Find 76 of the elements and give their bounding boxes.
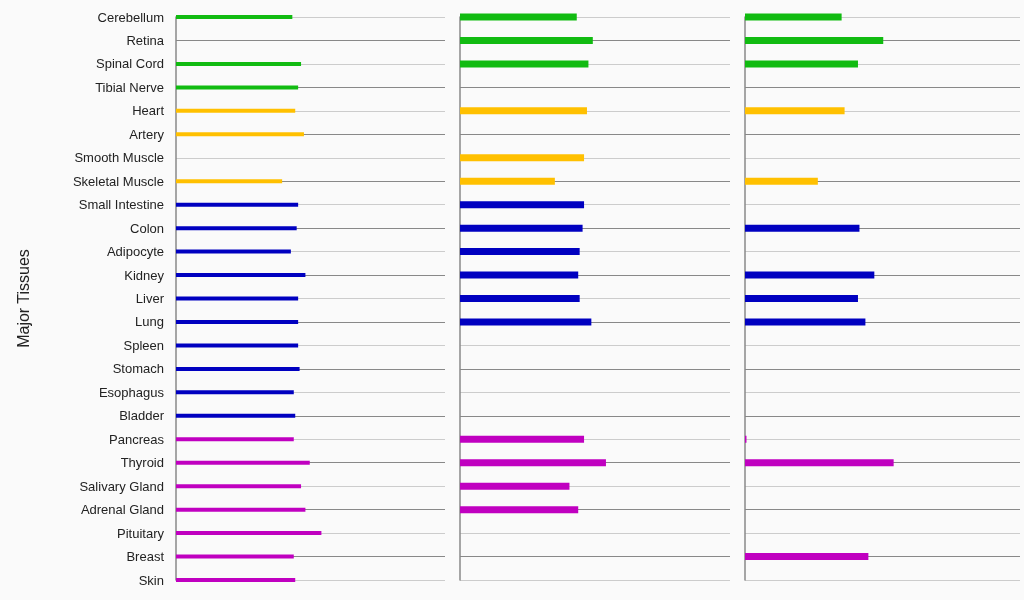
y-tick-label: Liver	[135, 291, 165, 306]
bar	[176, 554, 294, 559]
y-tick-label: Heart	[132, 103, 165, 119]
bar	[460, 154, 585, 162]
bar	[460, 60, 589, 68]
bar	[745, 553, 869, 561]
y-tick-label: Spleen	[123, 337, 164, 353]
bar	[460, 482, 570, 490]
bar	[176, 249, 291, 254]
bar	[460, 201, 585, 209]
y-axis-title: Major Tissues	[14, 249, 32, 348]
bar	[176, 85, 299, 90]
bar	[176, 202, 299, 207]
y-tick-label: Colon	[130, 220, 164, 236]
bar	[176, 343, 299, 348]
bar	[745, 318, 866, 326]
bar	[460, 271, 579, 279]
bar	[460, 318, 592, 326]
y-tick-label: Small Intestine	[78, 197, 164, 213]
bar	[460, 295, 580, 302]
bar	[176, 484, 302, 489]
bar	[745, 224, 860, 232]
bar	[176, 226, 297, 231]
y-tick-label: Adrenal Gland	[80, 502, 164, 518]
bar	[460, 435, 585, 443]
bar	[460, 177, 555, 185]
bar	[176, 437, 294, 442]
bar	[745, 459, 894, 467]
bar	[176, 366, 300, 371]
bar	[460, 224, 583, 232]
y-tick-label: Stomach	[112, 361, 164, 377]
y-tick-label: Smooth Muscle	[74, 150, 164, 166]
y-tick-label: Retina	[126, 32, 165, 48]
y-tick-label: Cerebellum	[97, 9, 164, 25]
y-tick-label: Pancreas	[109, 431, 165, 447]
y-tick-label: Thyroid	[120, 455, 164, 471]
bar	[460, 459, 606, 467]
bar	[745, 107, 845, 115]
bar	[460, 36, 593, 44]
y-tick-label: Tibial Nerve	[95, 79, 164, 95]
bar	[745, 60, 858, 68]
bar	[176, 413, 296, 418]
bar	[745, 271, 875, 279]
bar	[176, 108, 296, 113]
bar	[176, 296, 299, 301]
y-tick-label: Breast	[126, 549, 165, 565]
bar	[176, 531, 322, 536]
bar	[176, 132, 304, 137]
bar	[460, 107, 587, 115]
y-tick-label: Skeletal Muscle	[72, 173, 164, 189]
y-tick-label: Artery	[129, 126, 165, 142]
bar	[176, 273, 306, 278]
bar	[176, 179, 283, 184]
y-tick-label: Pituitary	[117, 525, 165, 541]
bar	[460, 248, 580, 256]
bar	[176, 578, 296, 582]
bar	[745, 13, 842, 21]
bar	[745, 177, 818, 185]
bar	[745, 36, 884, 44]
bar	[176, 319, 299, 324]
y-tick-label: Spinal Cord	[96, 56, 164, 72]
bar	[176, 61, 302, 66]
bar	[745, 295, 858, 302]
y-tick-label: Esophagus	[98, 384, 165, 400]
y-tick-label: Skin	[138, 572, 164, 588]
y-tick-label: Kidney	[124, 267, 165, 283]
y-tick-label: Salivary Gland	[79, 478, 164, 494]
bar	[176, 15, 293, 19]
y-tick-label: Bladder	[119, 408, 165, 424]
bar	[460, 13, 577, 21]
y-tick-label: Lung	[135, 314, 164, 330]
bar	[176, 507, 306, 512]
bar	[460, 506, 579, 514]
y-tick-label: Adipocyte	[106, 244, 164, 260]
bar	[176, 390, 294, 395]
bar	[176, 460, 310, 465]
